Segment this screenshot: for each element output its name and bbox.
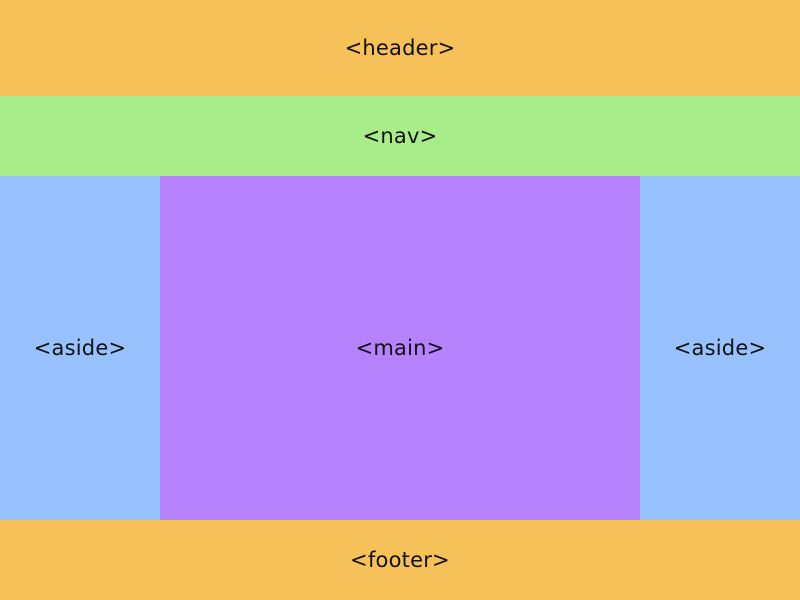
footer-label: <footer> [350, 548, 450, 572]
aside-right-label: <aside> [673, 336, 767, 360]
footer-region: <footer> [0, 520, 800, 600]
aside-left-region: <aside> [0, 176, 160, 520]
main-label: <main> [355, 336, 445, 360]
aside-right-region: <aside> [640, 176, 800, 520]
aside-left-label: <aside> [33, 336, 127, 360]
main-region: <main> [160, 176, 640, 520]
header-label: <header> [344, 36, 456, 60]
nav-region: <nav> [0, 96, 800, 176]
nav-label: <nav> [362, 124, 438, 148]
header-region: <header> [0, 0, 800, 96]
